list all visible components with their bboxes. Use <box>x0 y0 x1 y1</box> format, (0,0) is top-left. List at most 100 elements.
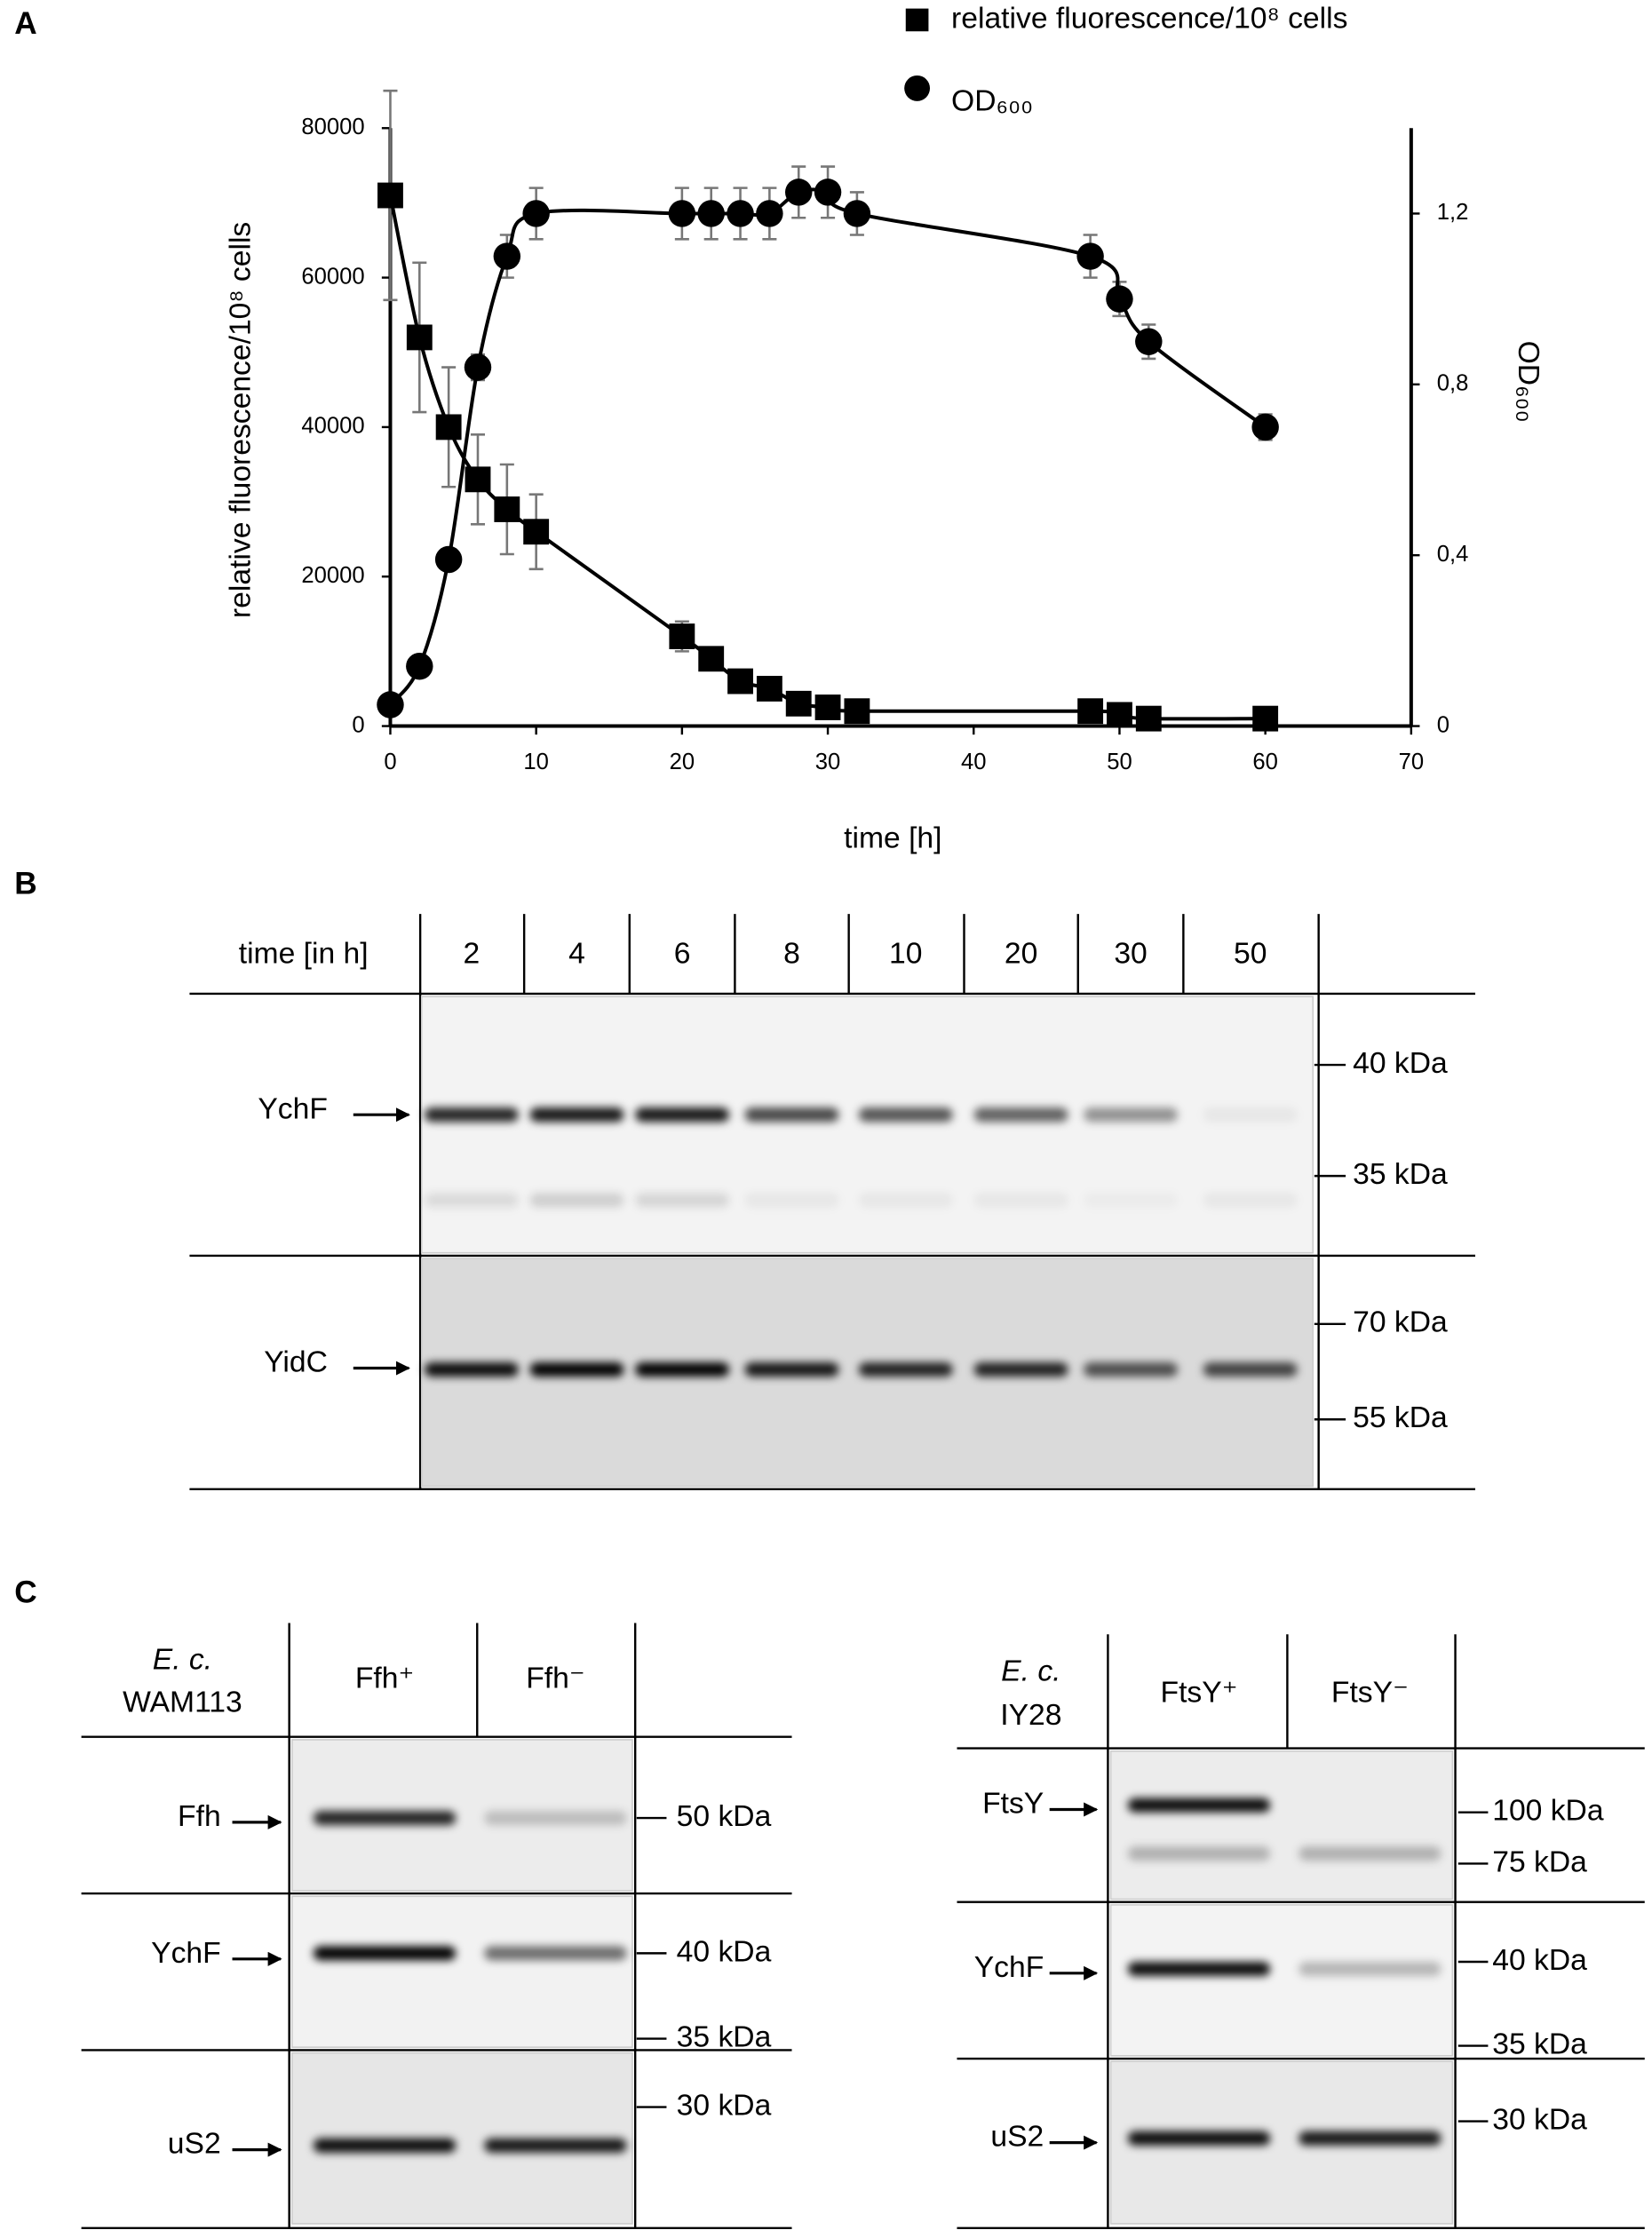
data-point <box>1135 328 1163 355</box>
data-point <box>697 200 725 227</box>
lane-label: 30 <box>1114 938 1147 971</box>
data-point <box>377 691 404 718</box>
data-point <box>814 179 842 206</box>
data-point <box>727 200 754 227</box>
y-tick-label: 40000 <box>301 414 364 439</box>
size-marker: 75 kDa <box>1492 1845 1587 1878</box>
y2-tick-label: 0 <box>1437 712 1449 737</box>
data-point <box>1135 705 1162 732</box>
blot-band <box>1203 1107 1298 1123</box>
blot-image <box>1109 1904 1454 2057</box>
series-line <box>388 194 1266 721</box>
series-line <box>388 187 1267 706</box>
blot-band <box>1127 1962 1271 1977</box>
blot-band <box>858 1107 953 1123</box>
blot-band <box>424 1193 519 1208</box>
data-point <box>465 466 491 493</box>
blot-band <box>529 1107 624 1123</box>
blot-band <box>529 1193 624 1208</box>
size-marker: 70 kDa <box>1353 1306 1448 1339</box>
blot-band <box>313 1946 457 1961</box>
size-marker: 35 kDa <box>1353 1158 1448 1191</box>
blot-band <box>1084 1362 1178 1377</box>
blot-band <box>484 1811 627 1826</box>
y2-tick-label: 0,4 <box>1437 542 1469 567</box>
blot-band <box>1299 2131 1442 2146</box>
lane-label: 10 <box>889 938 922 971</box>
lane-label: Ffh⁻ <box>526 1662 584 1694</box>
data-point <box>434 545 463 574</box>
blot-image <box>1109 1750 1454 1901</box>
x-tick-label: 30 <box>815 750 841 774</box>
data-point <box>435 414 462 440</box>
row-label: uS2 <box>168 2128 221 2161</box>
blot-band <box>973 1107 1068 1123</box>
blot-band <box>1203 1362 1298 1377</box>
panel-label: A <box>14 6 36 41</box>
y-axis-label: relative fluorescence/10⁸ cells <box>225 222 258 618</box>
blot-band <box>1127 1846 1271 1861</box>
blot-band <box>529 1362 624 1377</box>
blot-band <box>858 1193 953 1208</box>
lane-label: 20 <box>1005 938 1037 971</box>
size-marker: 40 kDa <box>1492 1944 1587 1977</box>
x-tick-label: 40 <box>961 750 987 774</box>
data-point <box>406 653 433 680</box>
x-tick-label: 60 <box>1252 750 1278 774</box>
blot-band <box>635 1193 729 1208</box>
strain-name: WAM113 <box>123 1686 242 1719</box>
lane-label: FtsY⁻ <box>1331 1677 1409 1710</box>
data-point <box>844 698 870 725</box>
data-point <box>1077 698 1104 725</box>
size-marker: 100 kDa <box>1492 1795 1604 1828</box>
data-point <box>464 353 492 381</box>
data-point <box>785 690 812 717</box>
blot-image <box>420 996 1314 1254</box>
size-marker: 55 kDa <box>1353 1401 1448 1434</box>
blot-band <box>484 2138 627 2153</box>
data-point <box>698 646 725 672</box>
row-label: uS2 <box>990 2121 1044 2154</box>
row-label: FtsY <box>982 1788 1044 1821</box>
blot-band <box>744 1193 839 1208</box>
data-point <box>522 200 550 227</box>
x-tick-label: 10 <box>523 750 549 774</box>
lane-label: 8 <box>783 938 800 971</box>
x-axis-label: time [h] <box>844 822 941 855</box>
size-marker: 50 kDa <box>677 1800 772 1833</box>
lane-label: 4 <box>568 938 585 971</box>
strain-genus: E. c. <box>1001 1655 1060 1687</box>
data-point <box>494 496 520 522</box>
legend-label: OD₆₀₀ <box>951 84 1033 117</box>
y-tick-label: 20000 <box>301 563 364 588</box>
blot-band <box>1084 1193 1178 1207</box>
lane-label: 2 <box>463 938 480 971</box>
x-tick-label: 70 <box>1399 750 1425 774</box>
blot-band <box>484 1946 627 1961</box>
data-point <box>523 519 550 545</box>
lane-label: 50 <box>1234 938 1267 971</box>
blot-band <box>1299 1962 1442 1977</box>
blot-band <box>1127 2131 1271 2146</box>
data-point <box>668 200 696 227</box>
data-point <box>727 668 753 694</box>
row-label: YidC <box>264 1346 328 1379</box>
data-point <box>669 623 695 649</box>
lane-label: 6 <box>674 938 691 971</box>
row-label: YchF <box>151 1937 221 1970</box>
size-marker: 40 kDa <box>677 1935 772 1968</box>
data-point <box>756 200 783 227</box>
data-point <box>1251 413 1279 441</box>
blot-band <box>313 2138 457 2153</box>
data-point <box>1107 702 1132 728</box>
y2-axis-label: OD₆₀₀ <box>1512 341 1545 423</box>
data-point <box>843 200 871 227</box>
data-point <box>377 182 403 209</box>
y-tick-label: 60000 <box>301 264 364 289</box>
size-marker: 30 kDa <box>1492 2103 1587 2136</box>
blot-band <box>973 1193 1068 1208</box>
data-point <box>406 324 433 351</box>
blot-band <box>424 1362 519 1377</box>
